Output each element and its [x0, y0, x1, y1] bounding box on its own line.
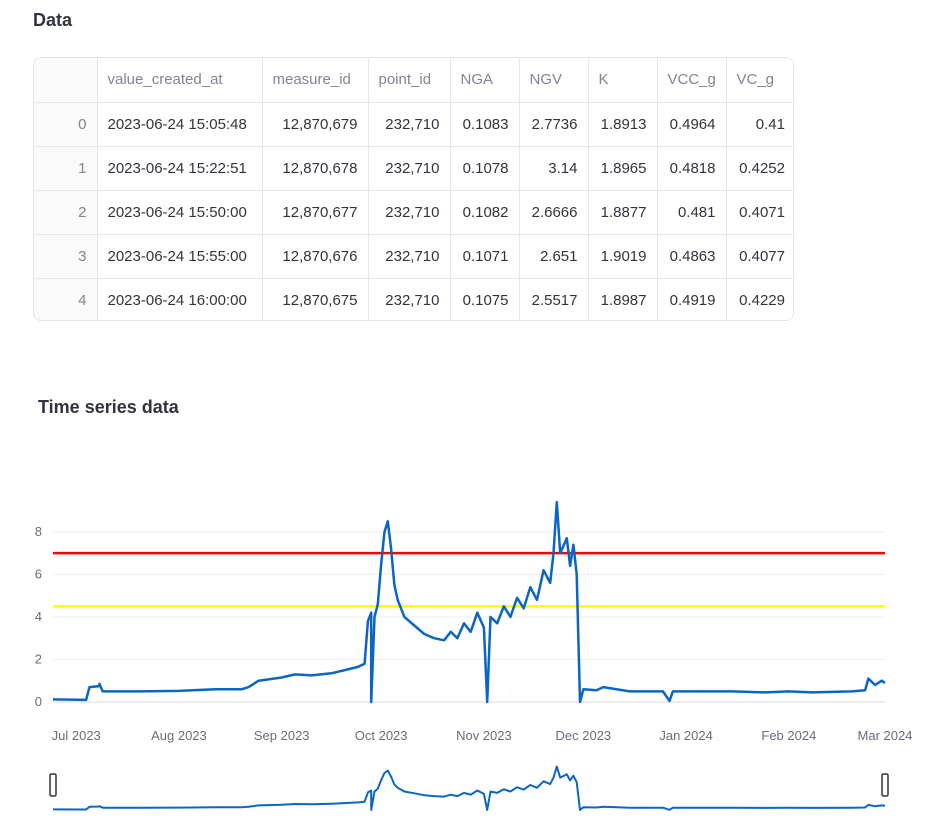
x-tick-label: Sep 2023 [254, 728, 310, 743]
timeseries-section-title: Time series data [38, 397, 179, 417]
range-slider[interactable] [49, 765, 889, 811]
cell-point-id[interactable]: 232,710 [368, 190, 451, 235]
cell-vc-g[interactable]: 0.41 [726, 102, 793, 147]
cell-ngv[interactable]: 2.5517 [519, 278, 589, 320]
x-tick-label: Nov 2023 [456, 728, 512, 743]
range-slider-left-handle[interactable] [49, 773, 57, 797]
row-index: 3 [34, 234, 98, 279]
cell-nga[interactable]: 0.1075 [450, 278, 520, 320]
table-row: 4 2023-06-24 16:00:00 12,870,675 232,710… [34, 278, 793, 320]
table-row: 0 2023-06-24 15:05:48 12,870,679 232,710… [34, 102, 793, 147]
threshold-lines [53, 551, 885, 608]
y-tick-label: 8 [35, 524, 42, 539]
column-header-measure-id[interactable]: measure_id [262, 58, 369, 103]
row-index: 0 [34, 102, 98, 147]
cell-vcc-g[interactable]: 0.4818 [657, 146, 727, 191]
x-tick-label: Oct 2023 [355, 728, 408, 743]
cell-measure-id[interactable]: 12,870,675 [262, 278, 369, 320]
cell-nga[interactable]: 0.1083 [450, 102, 520, 147]
cell-value-created-at[interactable]: 2023-06-24 15:50:00 [97, 190, 263, 235]
cell-measure-id[interactable]: 12,870,678 [262, 146, 369, 191]
row-index: 2 [34, 190, 98, 235]
cell-k[interactable]: 1.8877 [588, 190, 658, 235]
cell-value-created-at[interactable]: 2023-06-24 15:55:00 [97, 234, 263, 279]
data-table[interactable]: value_created_at measure_id point_id NGA… [33, 57, 794, 321]
cell-point-id[interactable]: 232,710 [368, 278, 451, 320]
x-axis-ticks: Jul 2023 Aug 2023 Sep 2023 Oct 2023 Nov 2023… [52, 728, 913, 743]
cell-vc-g[interactable]: 0.4071 [726, 190, 793, 235]
cell-ngv[interactable]: 2.7736 [519, 102, 589, 147]
table-header-row: value_created_at measure_id point_id NGA… [34, 58, 793, 103]
cell-k[interactable]: 1.8987 [588, 278, 658, 320]
series-line[interactable] [52, 500, 886, 704]
column-header-k[interactable]: K [588, 58, 658, 103]
cell-point-id[interactable]: 232,710 [368, 146, 451, 191]
cell-k[interactable]: 1.8913 [588, 102, 658, 147]
y-tick-label: 4 [35, 609, 42, 624]
table-row: 3 2023-06-24 15:55:00 12,870,676 232,710… [34, 234, 793, 279]
cell-vcc-g[interactable]: 0.4863 [657, 234, 727, 279]
y-tick-label: 2 [35, 651, 42, 666]
series-layer [52, 500, 886, 704]
cell-measure-id[interactable]: 12,870,677 [262, 190, 369, 235]
column-header-index[interactable] [34, 58, 98, 103]
cell-value-created-at[interactable]: 2023-06-24 15:22:51 [97, 146, 263, 191]
cell-vcc-g[interactable]: 0.4919 [657, 278, 727, 320]
x-tick-label: Mar 2024 [858, 728, 913, 743]
cell-nga[interactable]: 0.1082 [450, 190, 520, 235]
cell-vc-g[interactable]: 0.4252 [726, 146, 793, 191]
slider-series-line [52, 765, 886, 811]
x-tick-label: Feb 2024 [761, 728, 816, 743]
range-slider-right-handle[interactable] [881, 773, 889, 797]
cell-ngv[interactable]: 2.651 [519, 234, 589, 279]
cell-ngv[interactable]: 2.6666 [519, 190, 589, 235]
cell-k[interactable]: 1.8965 [588, 146, 658, 191]
x-tick-label: Jan 2024 [659, 728, 713, 743]
y-tick-label: 0 [35, 694, 42, 709]
cell-vcc-g[interactable]: 0.4964 [657, 102, 727, 147]
cell-ngv[interactable]: 3.14 [519, 146, 589, 191]
cell-vc-g[interactable]: 0.4229 [739, 291, 785, 309]
column-header-ngv[interactable]: NGV [519, 58, 589, 103]
column-header-nga[interactable]: NGA [450, 58, 520, 103]
y-axis-ticks: 0 2 4 6 8 [35, 524, 42, 709]
cell-point-id[interactable]: 232,710 [368, 102, 451, 147]
x-tick-label: Dec 2023 [556, 728, 612, 743]
data-section-title: Data [33, 10, 73, 30]
grid-lines [53, 531, 885, 703]
column-header-vcc-g[interactable]: VCC_g [657, 58, 727, 103]
x-tick-label: Aug 2023 [151, 728, 207, 743]
cell-value-created-at[interactable]: 2023-06-24 15:05:48 [97, 102, 263, 147]
y-tick-label: 6 [35, 566, 42, 581]
cell-measure-id[interactable]: 12,870,676 [262, 234, 369, 279]
cell-vcc-g[interactable]: 0.481 [657, 190, 727, 235]
cell-nga[interactable]: 0.1071 [450, 234, 520, 279]
column-header-vc-g[interactable]: VC_g [726, 58, 793, 103]
cell-value-created-at[interactable]: 2023-06-24 16:00:00 [97, 278, 263, 320]
table-row: 1 2023-06-24 15:22:51 12,870,678 232,710… [34, 146, 793, 191]
row-index: 4 [34, 278, 98, 320]
time-series-chart[interactable]: 0 2 4 6 8 Jul 2023 Aug 2023 Sep 2023 Oct 2023 No… [0, 470, 946, 830]
cell-point-id[interactable]: 232,710 [368, 234, 451, 279]
cell-k[interactable]: 1.9019 [588, 234, 658, 279]
column-header-value-created-at[interactable]: value_created_at [97, 58, 263, 103]
row-index: 1 [34, 146, 98, 191]
cell-nga[interactable]: 0.1078 [450, 146, 520, 191]
table-row: 2 2023-06-24 15:50:00 12,870,677 232,710… [34, 190, 793, 235]
cell-vc-g[interactable]: 0.4077 [726, 234, 793, 279]
cell-measure-id[interactable]: 12,870,679 [262, 102, 369, 147]
x-tick-label: Jul 2023 [52, 728, 101, 743]
column-header-point-id[interactable]: point_id [368, 58, 451, 103]
